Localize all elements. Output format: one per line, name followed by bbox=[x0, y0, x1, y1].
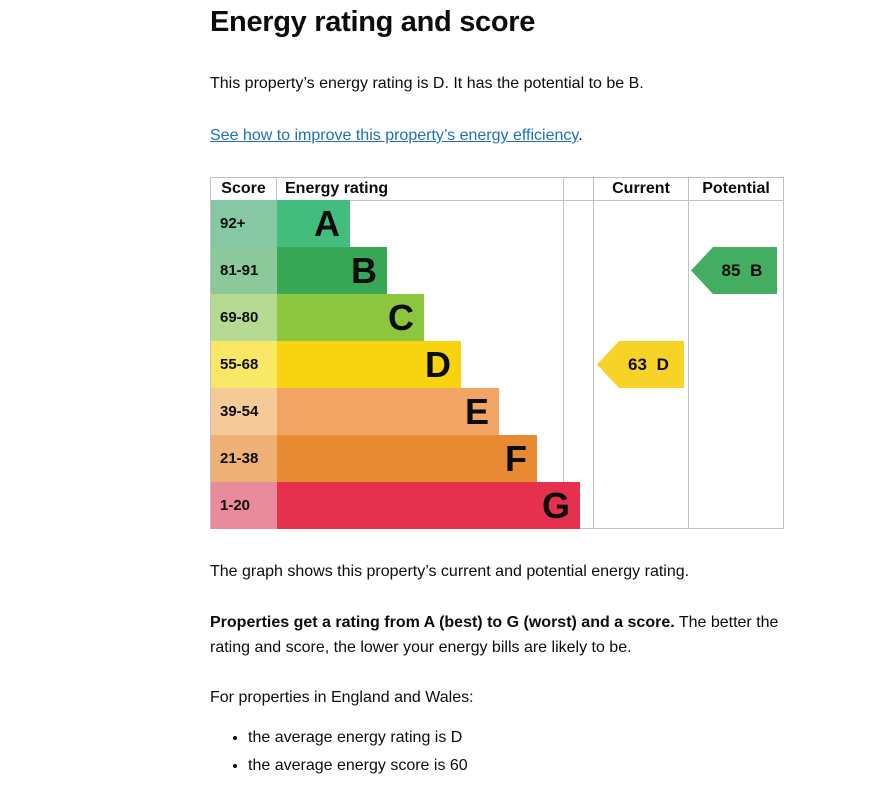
rating-explainer-bold: Properties get a rating from A (best) to… bbox=[210, 614, 675, 631]
column-header-score: Score bbox=[221, 180, 266, 197]
improvement-link-suffix: . bbox=[578, 127, 583, 144]
band-row-g: 1-20 G bbox=[211, 482, 783, 529]
band-letter-c: C bbox=[388, 297, 414, 338]
graph-caption: The graph shows this property’s current … bbox=[210, 563, 690, 580]
rating-bar-c: C bbox=[277, 294, 424, 341]
band-letter-b: B bbox=[351, 250, 377, 291]
score-range-a: 92+ bbox=[211, 200, 277, 247]
rating-bar-f: F bbox=[277, 435, 537, 482]
improvement-link[interactable]: See how to improve this property’s energ… bbox=[210, 127, 579, 144]
score-column-divider bbox=[276, 177, 277, 200]
average-score-item: the average energy score is 60 bbox=[248, 754, 468, 778]
band-letter-f: F bbox=[505, 438, 527, 479]
chart-border-left bbox=[210, 177, 211, 529]
rating-bar-a: A bbox=[277, 200, 350, 247]
rating-bar-b: B bbox=[277, 247, 387, 294]
column-header-current: Current bbox=[612, 180, 670, 197]
rating-bar-d: D bbox=[277, 341, 461, 388]
band-letter-e: E bbox=[464, 391, 489, 432]
epc-chart: Score Energy rating Current Potential 92… bbox=[210, 177, 784, 529]
score-range-d: 55-68 bbox=[211, 341, 277, 388]
england-wales-intro: For properties in England and Wales: bbox=[210, 689, 474, 706]
current-column-left-border bbox=[593, 177, 594, 529]
score-range-e: 39-54 bbox=[211, 388, 277, 435]
band-row-a: 92+ A bbox=[211, 200, 783, 247]
rating-explainer-rest: The better the rating and score, the low… bbox=[210, 614, 779, 656]
band-row-f: 21-38 F bbox=[211, 435, 783, 482]
current-column-right-border bbox=[688, 177, 689, 529]
score-range-f: 21-38 bbox=[211, 435, 277, 482]
column-header-rating: Energy rating bbox=[285, 180, 389, 197]
average-rating-item: the average energy rating is D bbox=[248, 726, 468, 750]
chart-border-right bbox=[783, 177, 784, 529]
chart-border-top bbox=[210, 177, 784, 178]
score-range-g: 1-20 bbox=[211, 482, 277, 529]
band-row-e: 39-54 E bbox=[211, 388, 783, 435]
rating-bar-e: E bbox=[277, 388, 499, 435]
band-letter-d: D bbox=[425, 344, 451, 385]
rating-bar-g: G bbox=[277, 482, 580, 529]
intro-text: This property’s energy rating is D. It h… bbox=[210, 75, 644, 92]
score-range-c: 69-80 bbox=[211, 294, 277, 341]
column-header-potential: Potential bbox=[702, 180, 770, 197]
page-title: Energy rating and score bbox=[210, 6, 536, 38]
improvement-link-line: See how to improve this property’s energ… bbox=[210, 124, 583, 148]
band-letter-g: G bbox=[541, 485, 570, 526]
rating-explainer: Properties get a rating from A (best) to… bbox=[210, 610, 805, 660]
band-row-b: 81-91 B bbox=[211, 247, 783, 294]
rating-column-divider bbox=[563, 177, 564, 529]
band-row-c: 69-80 C bbox=[211, 294, 783, 341]
average-stats-list: the average energy rating is D the avera… bbox=[210, 726, 468, 782]
band-letter-a: A bbox=[314, 203, 340, 244]
band-row-d: 55-68 D bbox=[211, 341, 783, 388]
score-range-b: 81-91 bbox=[211, 247, 277, 294]
chart-header-divider bbox=[210, 200, 784, 201]
